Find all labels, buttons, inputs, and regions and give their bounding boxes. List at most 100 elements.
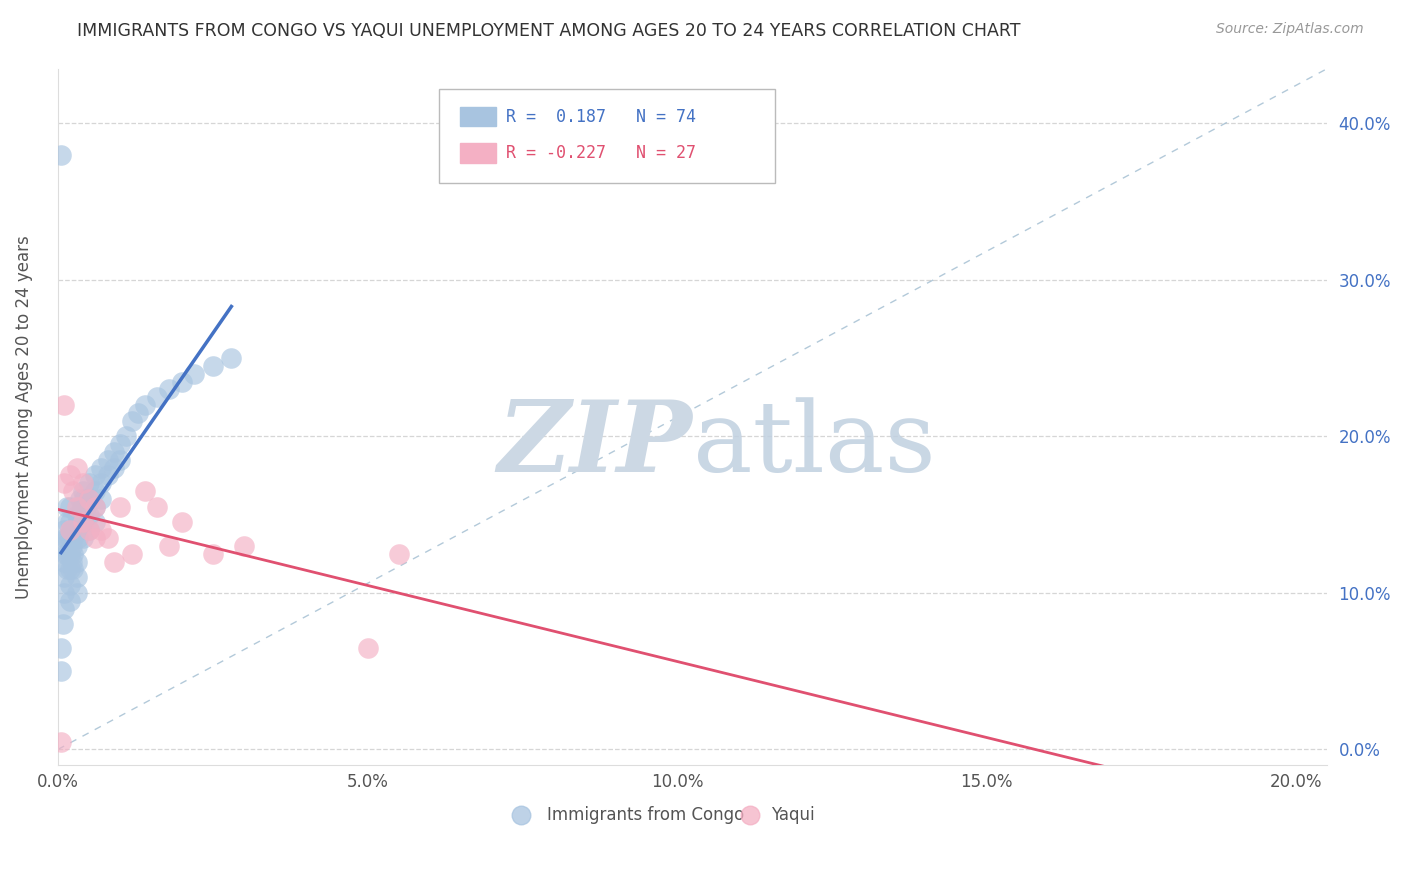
Point (49, 640, 72, 655)
Text: Yaqui: Yaqui (772, 806, 815, 824)
Text: Immigrants from Congo: Immigrants from Congo (547, 806, 744, 824)
Point (90, 460, 112, 475)
Point (59, 468, 82, 483)
Point (84, 500, 107, 514)
Point (108, 452, 131, 467)
Point (62, 562, 84, 576)
Point (84, 468, 107, 483)
Point (128, 406, 150, 420)
Point (77, 523, 100, 537)
Point (103, 445, 125, 459)
Point (96, 452, 118, 467)
Point (232, 539, 254, 553)
Point (146, 500, 169, 514)
Point (69, 508, 91, 522)
Point (56, 516, 79, 530)
Point (159, 539, 181, 553)
Point (90, 523, 112, 537)
Point (53, 539, 76, 553)
Point (65, 539, 87, 553)
Text: R =  0.187   N = 74: R = 0.187 N = 74 (506, 108, 696, 126)
Point (59, 516, 82, 530)
Point (59, 562, 82, 576)
FancyBboxPatch shape (439, 89, 775, 184)
Point (59, 578, 82, 592)
Point (65, 508, 87, 522)
Bar (460, 107, 496, 127)
Point (65, 555, 87, 569)
Point (65, 570, 87, 584)
Point (70, 500, 93, 514)
Bar (460, 143, 496, 162)
Point (84, 484, 107, 499)
Point (60, 523, 83, 537)
Point (52, 617, 75, 632)
Point (96, 468, 118, 483)
Point (90, 476, 112, 491)
Point (72, 516, 94, 530)
Point (66, 531, 89, 545)
Point (56, 547, 79, 561)
Point (84, 531, 107, 545)
Point (53, 476, 76, 491)
Point (59, 531, 82, 545)
Point (49, 147, 72, 161)
Point (62, 547, 84, 561)
Point (72, 484, 94, 499)
Point (221, 351, 243, 365)
Point (59, 500, 82, 514)
Point (49, 664, 72, 678)
Point (201, 547, 224, 561)
Point (77, 523, 100, 537)
Point (65, 500, 87, 514)
Point (62, 531, 84, 545)
Point (65, 523, 87, 537)
Point (77, 476, 100, 491)
Point (59, 523, 82, 537)
Point (53, 601, 76, 615)
Point (96, 531, 118, 545)
Point (55, 531, 77, 545)
Text: ZIP: ZIP (498, 396, 693, 493)
Point (65, 460, 87, 475)
Point (73, 491, 96, 506)
Point (59, 547, 82, 561)
Text: atlas: atlas (693, 397, 935, 492)
Point (115, 429, 138, 443)
Point (134, 484, 156, 499)
Point (62, 484, 84, 499)
Point (72, 531, 94, 545)
Y-axis label: Unemployment Among Ages 20 to 24 years: Unemployment Among Ages 20 to 24 years (15, 235, 32, 599)
Point (56, 562, 79, 576)
Point (56, 531, 79, 545)
Point (60, 539, 83, 553)
Point (183, 367, 205, 381)
Point (84, 500, 107, 514)
Point (108, 500, 131, 514)
Point (65, 586, 87, 600)
Point (72, 500, 94, 514)
Point (159, 383, 181, 397)
Point (49, 734, 72, 748)
Point (170, 516, 193, 530)
Point (55, 547, 77, 561)
Point (72, 516, 94, 530)
Text: IMMIGRANTS FROM CONGO VS YAQUI UNEMPLOYMENT AMONG AGES 20 TO 24 YEARS CORRELATIO: IMMIGRANTS FROM CONGO VS YAQUI UNEMPLOYM… (77, 22, 1021, 40)
Point (121, 414, 143, 428)
Point (77, 491, 100, 506)
Point (60, 555, 83, 569)
Point (66, 516, 89, 530)
Point (53, 586, 76, 600)
Point (53, 570, 76, 584)
Point (356, 640, 378, 655)
Point (53, 555, 76, 569)
Point (90, 491, 112, 506)
Point (84, 516, 107, 530)
Point (134, 398, 156, 412)
Point (53, 398, 76, 412)
Point (77, 508, 100, 522)
Point (108, 437, 131, 451)
Point (146, 390, 169, 404)
Point (75, 500, 97, 514)
Point (201, 359, 224, 373)
